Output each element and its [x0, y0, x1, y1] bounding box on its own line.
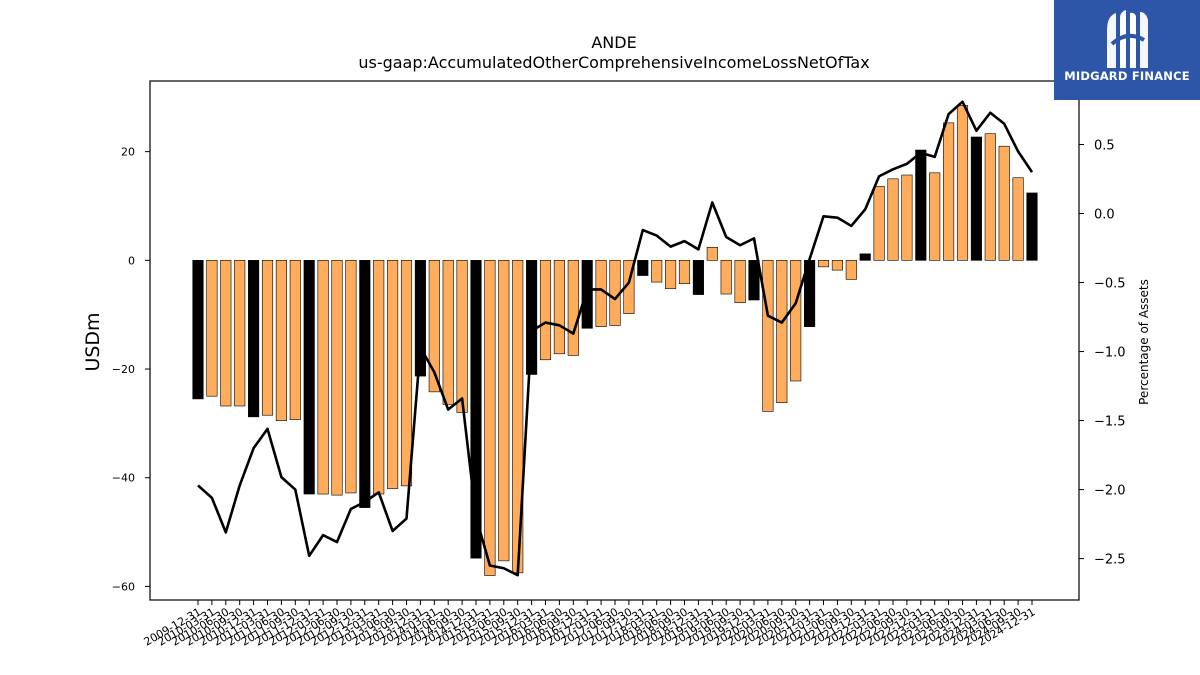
- y2-tick-label: 0.0: [1094, 208, 1115, 223]
- bar-2015-12-31: [526, 260, 538, 375]
- bar-2010-06-30: [220, 260, 232, 407]
- y-tick-label: 0: [128, 254, 135, 267]
- bar-2014-12-31: [470, 260, 482, 559]
- bar-2011-09-30: [289, 260, 301, 420]
- bar-2021-06-30: [831, 260, 843, 271]
- bar-2010-12-31: [248, 260, 260, 418]
- bar-2013-03-31: [373, 260, 385, 495]
- bar-2013-09-30: [400, 260, 413, 487]
- y-tick-label: −40: [112, 472, 135, 485]
- bar-2013-06-30: [387, 260, 399, 489]
- bar-2018-09-30: [678, 260, 691, 285]
- bar-2012-06-30: [331, 260, 343, 496]
- bar-2011-06-30: [275, 260, 287, 421]
- bar-2016-12-31: [581, 260, 593, 329]
- logo-mark-icon: [1107, 10, 1148, 69]
- bar-2019-09-30: [734, 260, 746, 304]
- bar-2014-03-31: [428, 260, 440, 393]
- bar-2019-06-30: [720, 260, 732, 295]
- y-tick-label: −60: [112, 580, 135, 593]
- bar-2012-12-31: [359, 260, 371, 508]
- y2-axis-label: Percentage of Assets: [1137, 279, 1151, 405]
- bar-2012-09-30: [345, 260, 357, 494]
- chart-subtitle: us-gaap:AccumulatedOtherComprehensiveInc…: [358, 53, 869, 72]
- bar-2021-03-31: [817, 260, 830, 268]
- bar-2024-06-30: [998, 145, 1010, 261]
- y2-tick-label: −2.0: [1094, 484, 1126, 499]
- bar-2022-03-31: [873, 186, 885, 261]
- y-axis-right: −2.5 −2.0 −1.5 −1.0 −0.5 0.0 0.5: [1079, 138, 1126, 568]
- bar-2018-06-30: [665, 260, 677, 289]
- chart-title: ANDE: [591, 33, 636, 52]
- plot-frame: [149, 80, 1080, 601]
- bar-2020-03-31: [762, 260, 774, 412]
- bar-2015-06-30: [498, 260, 510, 562]
- bar-2009-12-31: [192, 260, 204, 400]
- y2-tick-label: −0.5: [1094, 277, 1126, 292]
- y2-tick-label: −1.5: [1094, 415, 1126, 430]
- bar-2022-09-30: [901, 174, 913, 261]
- y-axis-label: USDm: [82, 312, 104, 371]
- bar-2011-12-31: [303, 260, 315, 495]
- bar-2017-12-31: [637, 260, 649, 276]
- line-series: [197, 100, 1034, 577]
- x-axis: 2009-12-312010-03-312010-06-302010-09-30…: [142, 600, 1038, 649]
- bar-2022-12-31: [915, 149, 927, 261]
- bar-series: [192, 105, 1038, 576]
- bar-2013-12-31: [414, 260, 426, 377]
- bar-2023-06-30: [943, 122, 955, 261]
- bar-2012-03-31: [317, 260, 329, 495]
- bar-2016-03-31: [539, 260, 552, 361]
- bar-2023-03-31: [929, 172, 941, 261]
- logo-text: MIDGARD FINANCE: [1064, 69, 1190, 83]
- bar-2018-03-31: [651, 260, 663, 283]
- bar-2016-09-30: [567, 260, 579, 356]
- bar-2011-03-31: [261, 260, 274, 416]
- bar-2023-12-31: [970, 136, 982, 261]
- bar-2018-12-31: [692, 260, 704, 295]
- y2-tick-label: 0.5: [1094, 138, 1115, 153]
- y-tick-label: 20: [121, 146, 135, 159]
- y-axis-left: −60 −40 −20 0 20: [112, 146, 150, 593]
- bar-2022-06-30: [887, 178, 899, 261]
- bar-2015-03-31: [484, 260, 496, 576]
- bar-2024-12-31: [1026, 192, 1038, 261]
- bar-2021-12-31: [859, 253, 871, 261]
- bar-2016-06-30: [553, 260, 565, 355]
- y2-tick-label: −2.5: [1094, 553, 1126, 568]
- bar-2014-09-30: [456, 260, 468, 413]
- bar-2024-09-30: [1012, 177, 1024, 261]
- bar-2020-06-30: [776, 260, 788, 404]
- bar-2023-09-30: [956, 105, 969, 261]
- bar-2010-03-31: [206, 260, 218, 397]
- line-percentage-of-assets: [197, 100, 1034, 577]
- bar-2019-12-31: [748, 260, 760, 301]
- y-tick-label: −20: [112, 363, 135, 376]
- bar-2024-03-31: [984, 133, 996, 261]
- bar-2014-06-30: [442, 260, 454, 405]
- bar-2019-03-31: [706, 247, 718, 261]
- logo: MIDGARD FINANCE: [1054, 0, 1200, 100]
- bar-2021-09-30: [845, 260, 857, 280]
- y2-tick-label: −1.0: [1094, 346, 1126, 361]
- bar-2020-09-30: [790, 260, 802, 382]
- bar-2010-09-30: [234, 260, 246, 407]
